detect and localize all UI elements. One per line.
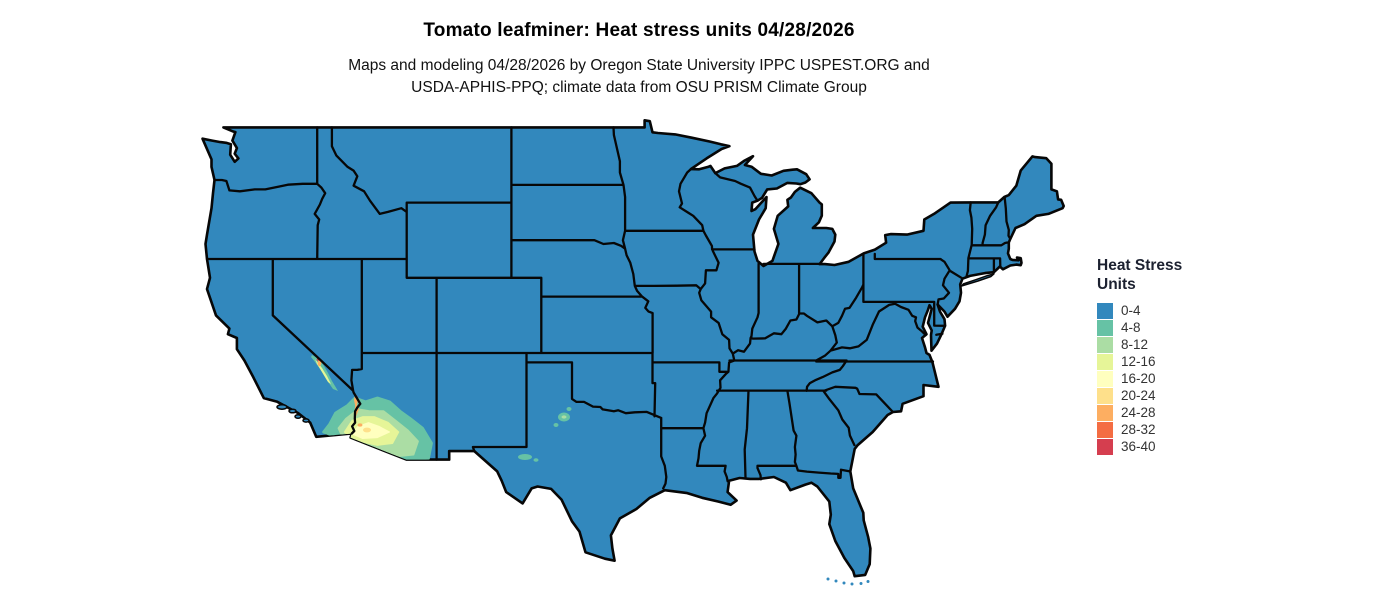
legend-swatch xyxy=(1097,370,1113,387)
page-title: Tomato leafminer: Heat stress units 04/2… xyxy=(423,20,855,41)
islands xyxy=(276,273,995,423)
legend-swatch xyxy=(1097,302,1113,319)
heat-stress-hotspots xyxy=(311,355,572,462)
channel-island-2 xyxy=(288,408,297,414)
conus-landmass xyxy=(201,119,1065,578)
legend-item: 4-8 xyxy=(1097,319,1237,336)
legend-item: 16-20 xyxy=(1097,370,1237,387)
legend-swatch xyxy=(1097,438,1113,455)
legend-item: 20-24 xyxy=(1097,387,1237,404)
legend-label: 4-8 xyxy=(1121,320,1141,335)
channel-island-3 xyxy=(294,413,302,420)
long-island xyxy=(960,273,995,287)
hotspot-west-texas-core xyxy=(561,415,567,419)
attribution-subtitle: Maps and modeling 04/28/2026 by Oregon S… xyxy=(0,55,1278,99)
legend-label: 12-16 xyxy=(1121,354,1156,369)
legend-title-line-2: Units xyxy=(1097,276,1136,293)
legend-items: 0-4 4-8 8-12 12-16 16-20 20-24 24-28 xyxy=(1097,302,1237,455)
legend-item: 8-12 xyxy=(1097,336,1237,353)
legend-label: 28-32 xyxy=(1121,422,1156,437)
channel-island-1 xyxy=(276,404,288,410)
hotspot-west-texas-4 xyxy=(518,454,532,460)
us-map-svg xyxy=(201,119,1065,586)
channel-island-4 xyxy=(302,418,310,423)
legend-label: 20-24 xyxy=(1121,388,1156,403)
legend-label: 0-4 xyxy=(1121,303,1141,318)
hotspot-west-texas-2 xyxy=(566,407,572,411)
legend-item: 36-40 xyxy=(1097,438,1237,455)
subtitle-line-2: USDA-APHIS-PPQ; climate data from OSU PR… xyxy=(411,79,867,96)
legend-item: 12-16 xyxy=(1097,353,1237,370)
legend: Heat Stress Units 0-4 4-8 8-12 12-16 16-… xyxy=(1097,256,1237,455)
hotspot-west-texas-5 xyxy=(533,458,539,462)
hotspot-southwest-bin-24-28 xyxy=(357,423,363,427)
legend-title: Heat Stress Units xyxy=(1097,256,1237,294)
legend-title-line-1: Heat Stress xyxy=(1097,257,1183,274)
subtitle-line-1: Maps and modeling 04/28/2026 by Oregon S… xyxy=(348,57,930,74)
legend-item: 24-28 xyxy=(1097,404,1237,421)
hotspot-west-texas-3 xyxy=(553,423,559,427)
legend-swatch xyxy=(1097,336,1113,353)
legend-swatch xyxy=(1097,319,1113,336)
legend-label: 24-28 xyxy=(1121,405,1156,420)
legend-label: 16-20 xyxy=(1121,371,1156,386)
legend-swatch xyxy=(1097,404,1113,421)
legend-label: 8-12 xyxy=(1121,337,1149,352)
legend-item: 28-32 xyxy=(1097,421,1237,438)
legend-label: 36-40 xyxy=(1121,439,1156,454)
florida-keys xyxy=(826,577,870,586)
hotspot-southwest-bin-20-24 xyxy=(363,427,371,433)
legend-swatch xyxy=(1097,387,1113,404)
legend-swatch xyxy=(1097,353,1113,370)
legend-item: 0-4 xyxy=(1097,302,1237,319)
state-borders xyxy=(205,126,1012,490)
legend-swatch xyxy=(1097,421,1113,438)
us-heat-stress-map xyxy=(198,118,1078,594)
